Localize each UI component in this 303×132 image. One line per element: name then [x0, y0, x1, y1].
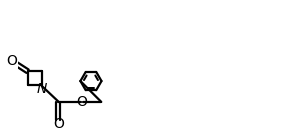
Text: O: O — [76, 95, 87, 109]
Text: O: O — [6, 54, 17, 68]
Text: N: N — [37, 82, 47, 96]
Text: O: O — [53, 117, 64, 131]
